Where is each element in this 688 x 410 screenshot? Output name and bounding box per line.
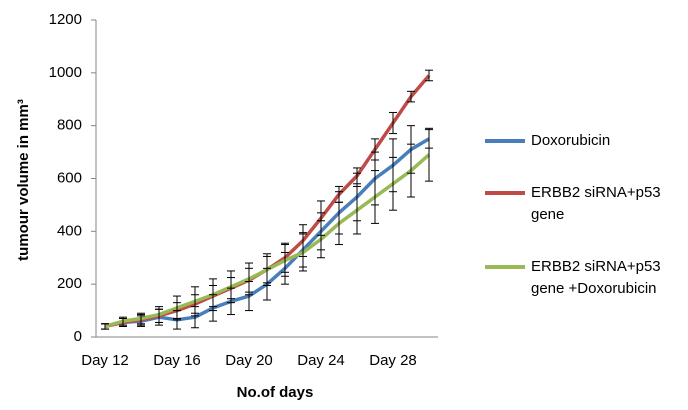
- legend-swatch: [485, 191, 525, 195]
- y-axis-label: tumour volume in mm³: [15, 99, 32, 261]
- error-bar: [353, 185, 361, 235]
- legend-item: Doxorubicin: [485, 130, 685, 152]
- x-tick-label: Day 16: [153, 352, 201, 369]
- legend-item: ERBB2 siRNA+p53 gene +Doxorubicin: [485, 256, 685, 300]
- error-bar: [137, 312, 145, 325]
- error-bar: [281, 244, 289, 277]
- y-tick-label: 200: [57, 275, 82, 292]
- error-bar: [353, 167, 361, 185]
- error-bar: [425, 127, 433, 182]
- error-bar: [407, 90, 415, 103]
- error-bar: [263, 253, 271, 286]
- x-tick-label: Day 28: [369, 352, 417, 369]
- legend-label: ERBB2 siRNA+p53 gene: [531, 184, 661, 223]
- y-tick-label: 600: [57, 169, 82, 186]
- x-axis-label: No.of days: [237, 384, 314, 401]
- error-bar: [317, 220, 325, 259]
- error-bar: [335, 201, 343, 246]
- error-bar: [425, 69, 433, 82]
- legend-item: ERBB2 siRNA+p53 gene: [485, 182, 685, 226]
- error-bar: [227, 270, 235, 304]
- error-bar: [245, 262, 253, 296]
- error-bar: [209, 278, 217, 312]
- legend-swatch: [485, 265, 525, 269]
- legend: Doxorubicin ERBB2 siRNA+p53 gene ERBB2 siR…: [485, 130, 685, 330]
- error-bar: [371, 138, 379, 161]
- y-tick-label: 0: [74, 328, 82, 345]
- error-bar: [371, 170, 379, 224]
- error-bar: [101, 323, 109, 330]
- y-tick-label: 1200: [49, 11, 82, 28]
- legend-label: Doxorubicin: [531, 132, 611, 149]
- error-bar: [389, 156, 397, 211]
- y-tick-label: 1000: [49, 64, 82, 81]
- legend-swatch: [485, 139, 525, 143]
- error-bar: [191, 286, 199, 317]
- error-bar: [119, 316, 127, 326]
- x-tick-label: Day 24: [297, 352, 345, 369]
- legend-label: ERBB2 siRNA+p53 gene +Doxorubicin: [531, 258, 661, 297]
- error-bar: [155, 306, 163, 323]
- error-bar: [299, 233, 307, 272]
- series-line: [104, 153, 431, 329]
- y-tick-label: 800: [57, 117, 82, 134]
- error-bar: [389, 111, 397, 135]
- error-bar: [407, 143, 415, 198]
- y-tick-label: 400: [57, 222, 82, 239]
- x-tick-label: Day 12: [81, 352, 129, 369]
- x-tick-label: Day 20: [225, 352, 273, 369]
- error-bar: [173, 295, 181, 321]
